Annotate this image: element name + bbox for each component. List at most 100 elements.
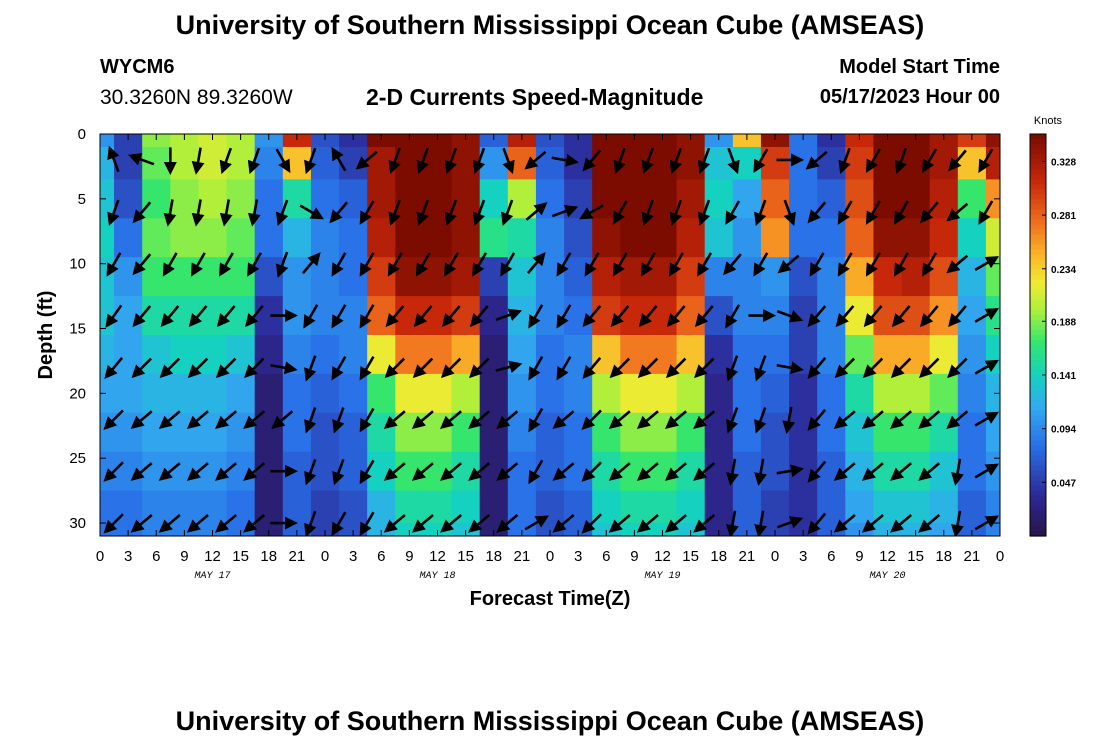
current-vector — [664, 514, 687, 533]
x-tick-label: 9 — [855, 548, 863, 565]
heatmap-cell — [648, 134, 678, 148]
current-vector — [889, 462, 912, 481]
chart-subtitle: 2-D Currents Speed-Magnitude — [366, 84, 704, 110]
current-vector — [103, 461, 124, 482]
current-vector — [582, 305, 602, 328]
colorbar-segment — [1030, 284, 1046, 291]
current-vector — [243, 462, 266, 481]
heatmap-cell — [957, 451, 987, 492]
heatmap-cell — [845, 257, 875, 297]
heatmap-cell — [479, 134, 509, 148]
x-tick-label: 9 — [630, 548, 638, 565]
heatmap-cell — [142, 179, 171, 219]
current-vector — [608, 514, 631, 533]
colorbar-segment — [1030, 385, 1046, 391]
heatmap-cell — [592, 296, 621, 336]
current-vector — [130, 462, 153, 481]
colorbar-segment — [1030, 335, 1046, 341]
heatmap-cell — [704, 134, 734, 148]
heatmap-cell — [451, 335, 481, 375]
x-tick-label: 12 — [429, 548, 446, 565]
heatmap-cell — [957, 296, 987, 336]
colorbar-title: Knots — [1034, 115, 1063, 127]
colorbar-segment — [1030, 289, 1046, 296]
current-vector — [130, 410, 153, 429]
heatmap-cell — [142, 257, 171, 297]
colorbar-segment — [1030, 154, 1046, 160]
heatmap-cell — [339, 296, 368, 336]
colorbar-segment — [1030, 515, 1046, 522]
x-tick-label: 15 — [457, 548, 474, 565]
current-vector — [776, 516, 804, 529]
colorbar-segment — [1030, 214, 1046, 221]
current-vector — [863, 305, 883, 328]
heatmap-cell — [423, 296, 453, 336]
colorbar-segment — [1030, 470, 1046, 477]
current-vector — [579, 204, 604, 220]
heatmap-cell — [339, 179, 368, 219]
current-vector — [637, 357, 659, 379]
current-vector — [666, 305, 686, 328]
heatmap-cell — [704, 335, 734, 375]
heatmap-cell — [704, 412, 734, 453]
current-vector — [978, 200, 994, 225]
current-vector — [974, 359, 1000, 375]
heatmap-cell — [929, 296, 959, 336]
heatmap-cell — [114, 335, 143, 375]
heatmap-cell — [817, 451, 846, 492]
heatmap-cell — [732, 146, 762, 180]
heatmap-cell — [451, 134, 481, 148]
day-label: MAY 17 — [194, 571, 230, 582]
current-vector — [974, 307, 1000, 323]
heatmap-cell — [198, 412, 228, 453]
heatmap-cell — [845, 218, 875, 258]
colorbar-segment — [1030, 495, 1046, 502]
current-vector — [104, 357, 124, 379]
heatmap-cell — [845, 335, 875, 375]
heatmap-cell — [817, 218, 846, 258]
y-tick-label: 10 — [69, 256, 86, 273]
current-vector — [948, 149, 967, 172]
heatmap-cell — [535, 412, 565, 453]
current-vector — [500, 252, 516, 277]
current-vector — [132, 305, 152, 328]
x-tick-label: 15 — [907, 548, 924, 565]
current-vector — [919, 305, 939, 328]
y-tick-label: 25 — [69, 450, 86, 467]
current-vector — [416, 147, 429, 175]
colorbar-segment — [1030, 380, 1046, 386]
heatmap-cell — [367, 412, 396, 453]
heatmap-cell — [142, 146, 171, 180]
heatmap-cell — [592, 373, 621, 414]
x-tick-label: 9 — [405, 548, 413, 565]
current-vector — [415, 252, 431, 277]
colorbar-segment — [1030, 525, 1046, 532]
colorbar-segment — [1030, 420, 1046, 427]
colorbar-segment — [1030, 530, 1046, 537]
x-tick-label: 6 — [602, 548, 610, 565]
heatmap-cell — [901, 296, 931, 336]
current-vector — [332, 407, 345, 434]
heatmap-cell — [282, 146, 312, 180]
heatmap-cell — [704, 218, 734, 258]
current-vector — [894, 252, 909, 277]
heatmap-cell — [845, 146, 875, 180]
heatmap-cell — [282, 257, 312, 297]
heatmap-cell — [648, 373, 678, 414]
heatmap-cell — [282, 412, 312, 453]
current-vector — [610, 305, 630, 328]
current-vector — [890, 357, 912, 379]
heatmap-cell — [648, 335, 678, 375]
current-vector — [496, 462, 519, 481]
heatmap-cell — [254, 412, 284, 453]
current-vector — [833, 462, 856, 481]
y-tick-label: 5 — [78, 191, 86, 208]
heatmap-cell — [310, 296, 340, 336]
current-vector — [664, 410, 687, 429]
colorbar-segment — [1030, 264, 1046, 271]
heatmap-cell — [564, 257, 593, 297]
colorbar: 0.047 0.094 0.141 0.188 0.234 0.281 0.328 — [1029, 133, 1076, 537]
colorbar-segment — [1030, 224, 1046, 231]
heatmap-cell — [142, 335, 171, 375]
heatmap-cell — [732, 451, 762, 492]
